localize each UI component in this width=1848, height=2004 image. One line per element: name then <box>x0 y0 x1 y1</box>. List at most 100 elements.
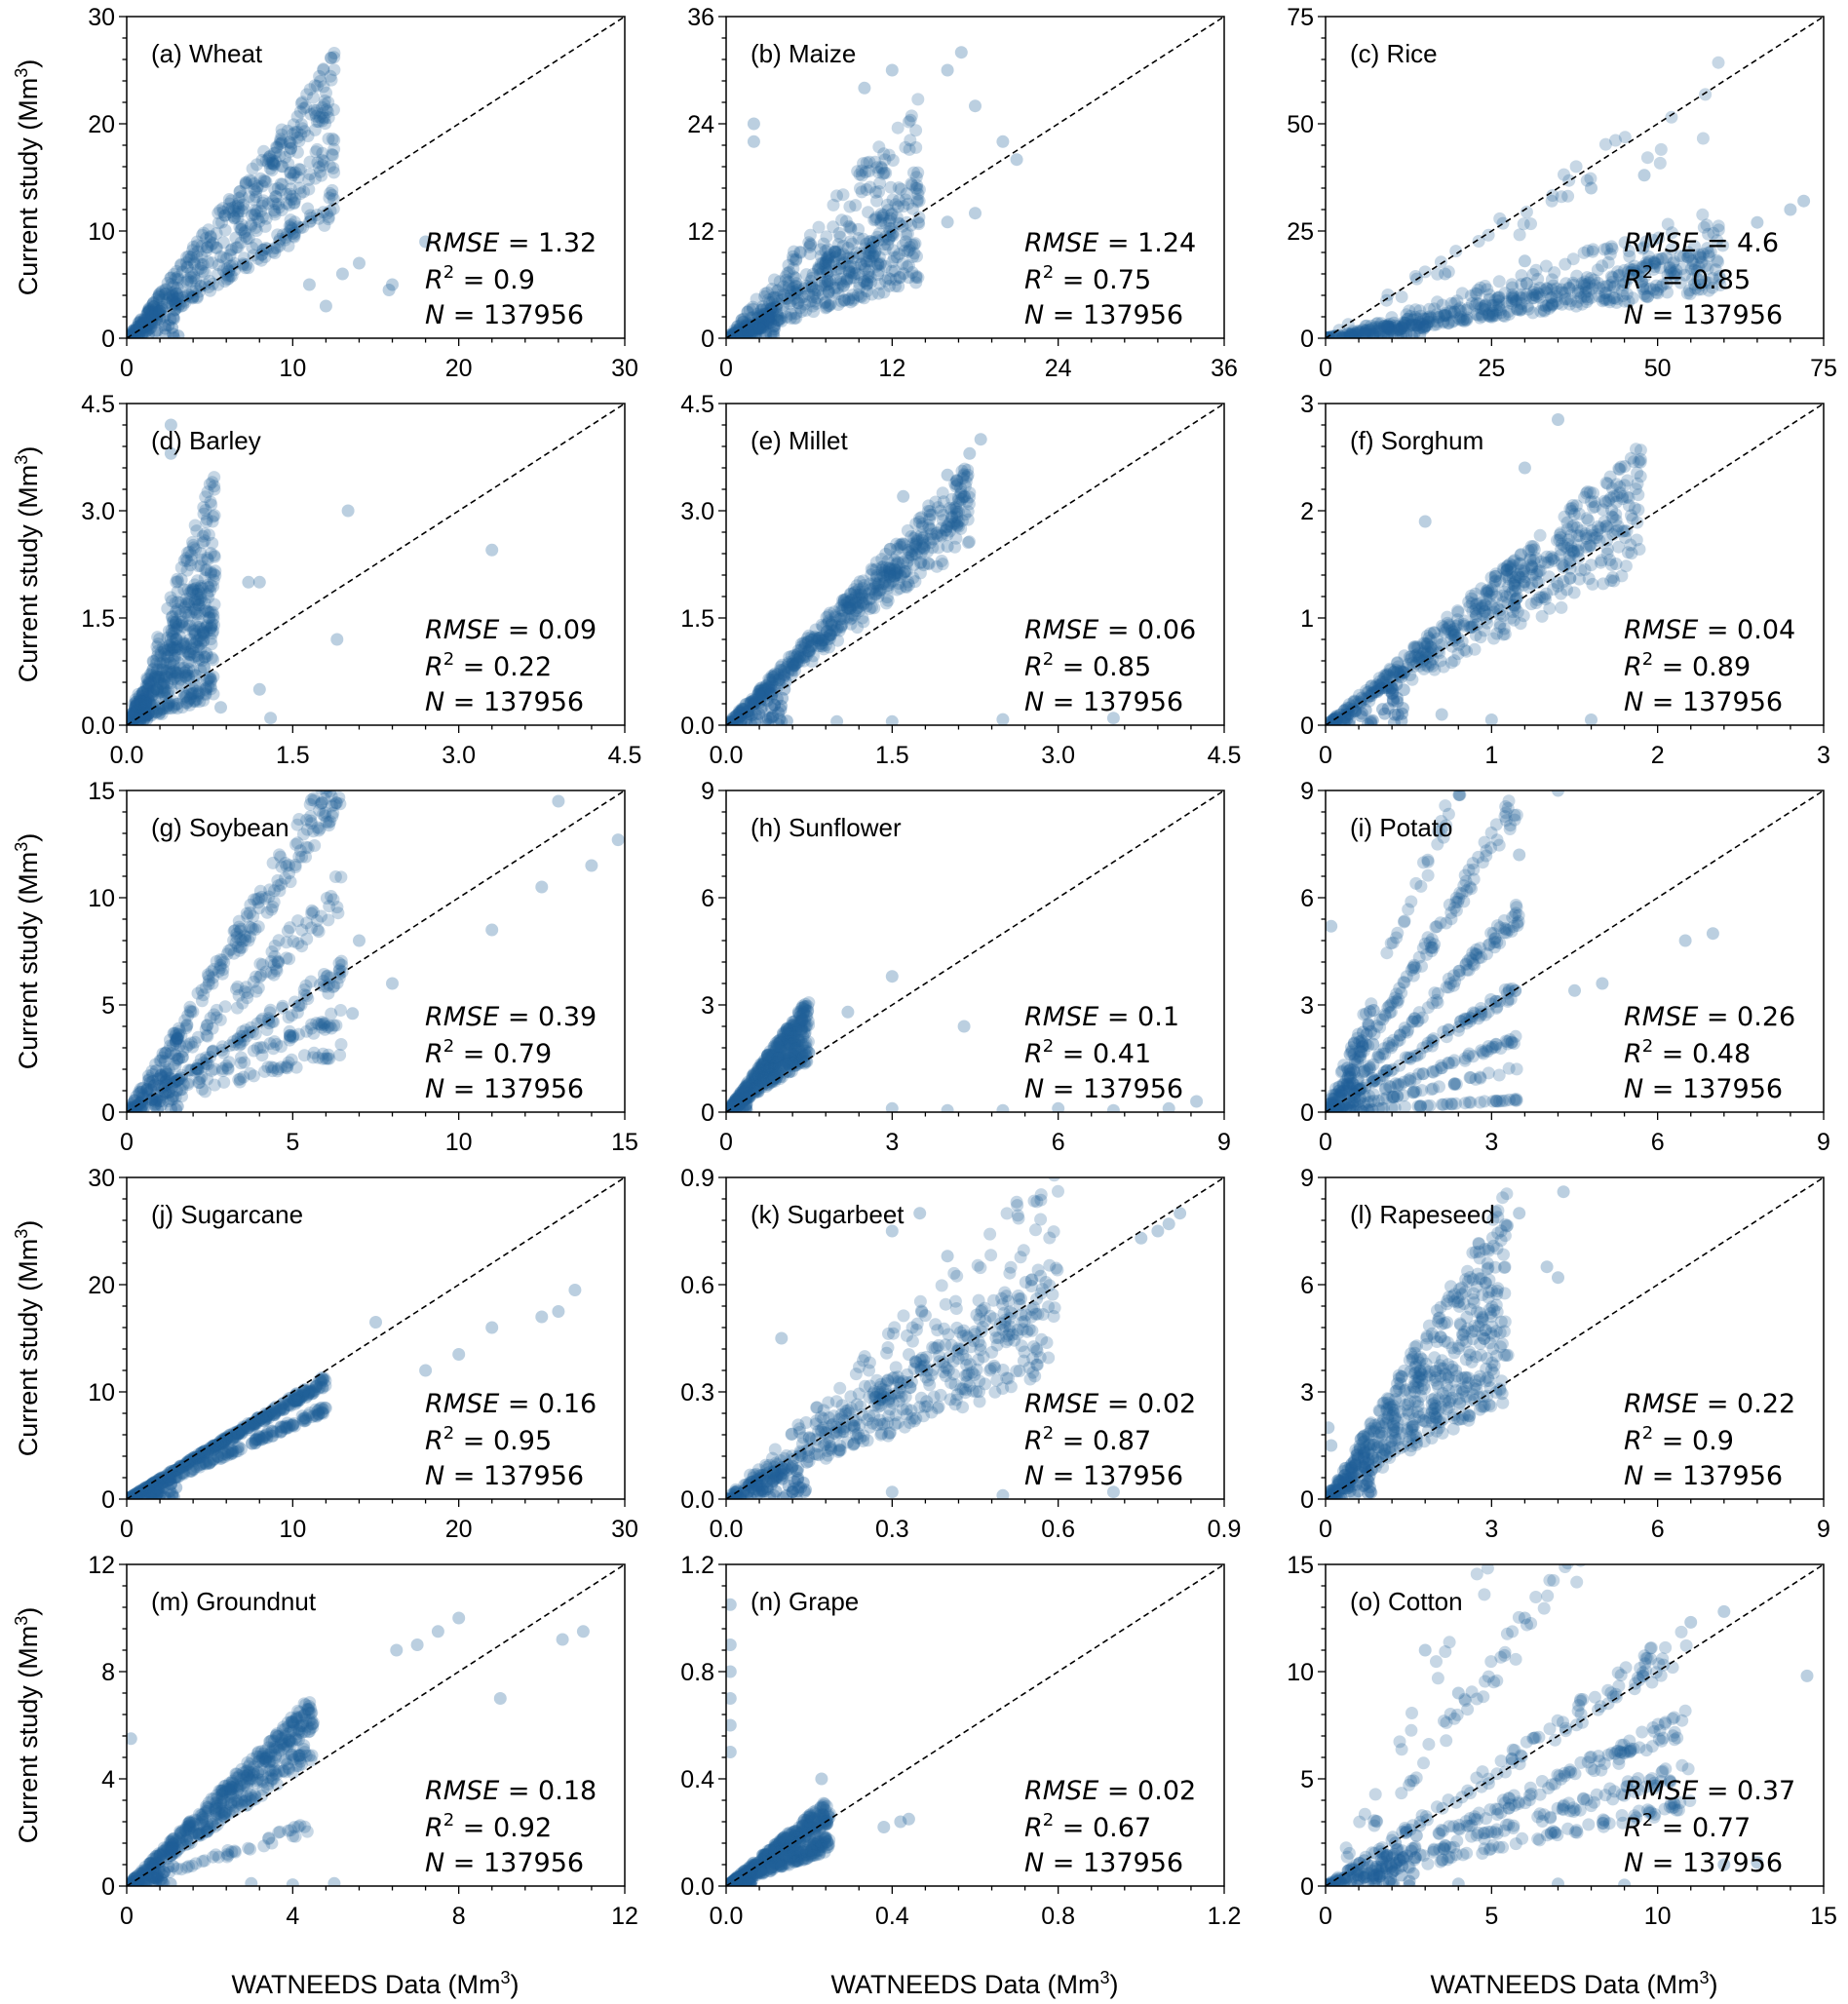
data-point <box>1598 287 1612 300</box>
data-point <box>902 197 915 211</box>
data-point <box>1607 281 1620 293</box>
data-point <box>854 247 866 260</box>
data-point <box>266 154 279 168</box>
data-point <box>1542 298 1555 312</box>
data-point <box>1699 259 1713 273</box>
data-point <box>1680 287 1694 300</box>
x-tick-label: 3.0 <box>1041 742 1075 769</box>
data-point <box>1678 268 1691 282</box>
data-point <box>190 250 204 264</box>
data-point <box>858 259 870 273</box>
data-point <box>198 534 212 548</box>
data-point <box>326 148 338 161</box>
data-point <box>1695 255 1709 269</box>
data-point <box>1651 283 1665 296</box>
data-point <box>180 260 194 274</box>
data-point <box>194 257 208 271</box>
data-point <box>1368 321 1382 334</box>
data-point <box>171 264 183 278</box>
data-point <box>133 317 145 329</box>
data-point <box>206 277 219 290</box>
data-point <box>1683 250 1696 263</box>
data-point <box>870 230 884 244</box>
data-point <box>1693 248 1706 261</box>
data-point <box>1636 283 1650 295</box>
data-point <box>782 279 795 292</box>
data-point <box>761 311 775 325</box>
data-point <box>905 544 919 558</box>
data-point <box>741 325 754 338</box>
data-point <box>909 517 923 530</box>
data-point <box>161 277 174 289</box>
data-point <box>821 274 834 288</box>
x-tick-label: 12 <box>878 355 905 382</box>
data-point <box>1552 413 1564 426</box>
data-point <box>1380 320 1394 333</box>
data-point <box>325 52 338 64</box>
data-point <box>291 171 305 184</box>
data-point <box>143 307 157 321</box>
data-point <box>746 300 759 314</box>
data-point <box>1484 713 1498 725</box>
data-point <box>210 227 223 240</box>
data-point <box>260 906 274 919</box>
data-point <box>252 575 266 589</box>
data-point <box>1603 295 1617 309</box>
data-point <box>127 712 136 725</box>
data-point <box>142 304 156 318</box>
data-point <box>1450 294 1464 308</box>
data-point <box>147 309 161 323</box>
data-point <box>216 236 230 250</box>
data-point <box>1357 323 1369 336</box>
data-point <box>765 295 779 309</box>
scatter-points-rice <box>1326 56 1811 338</box>
data-point <box>268 247 282 259</box>
data-point <box>1428 302 1442 316</box>
data-point <box>901 227 914 241</box>
data-point <box>1437 316 1450 329</box>
data-point <box>184 275 198 289</box>
data-point <box>1381 319 1395 332</box>
data-point <box>883 221 897 235</box>
data-point <box>167 665 180 678</box>
x-tick-label: 1 <box>1484 742 1498 769</box>
data-point <box>1601 255 1615 269</box>
data-point <box>1388 322 1402 334</box>
data-point <box>884 273 898 286</box>
data-point <box>822 286 835 299</box>
data-point <box>146 654 160 668</box>
data-point <box>1543 301 1556 315</box>
data-point <box>300 813 314 827</box>
data-point <box>234 1037 248 1051</box>
data-point <box>1540 282 1554 295</box>
data-point <box>237 198 250 212</box>
data-point <box>170 640 183 654</box>
data-point <box>1349 328 1363 338</box>
data-point <box>1379 329 1393 338</box>
data-point <box>1684 262 1698 276</box>
data-point <box>750 292 763 306</box>
data-point <box>206 536 219 550</box>
data-point <box>1697 220 1711 234</box>
data-point <box>742 325 755 338</box>
data-point <box>1598 293 1611 307</box>
data-point <box>1654 252 1668 265</box>
data-point <box>1348 328 1362 338</box>
data-point <box>793 246 807 259</box>
data-point <box>765 283 779 295</box>
data-point <box>327 1019 341 1032</box>
data-point <box>222 197 236 211</box>
data-point <box>754 308 768 322</box>
data-point <box>1605 275 1619 289</box>
data-point <box>853 277 866 290</box>
data-point <box>1454 304 1467 318</box>
data-point <box>1575 297 1589 311</box>
data-point <box>868 155 882 169</box>
data-point <box>187 541 201 555</box>
rmse-value: RMSE = 1.24 <box>1024 228 1196 258</box>
data-point <box>809 284 823 297</box>
data-point <box>1394 328 1407 338</box>
data-point <box>1476 310 1489 324</box>
data-point <box>182 288 195 301</box>
